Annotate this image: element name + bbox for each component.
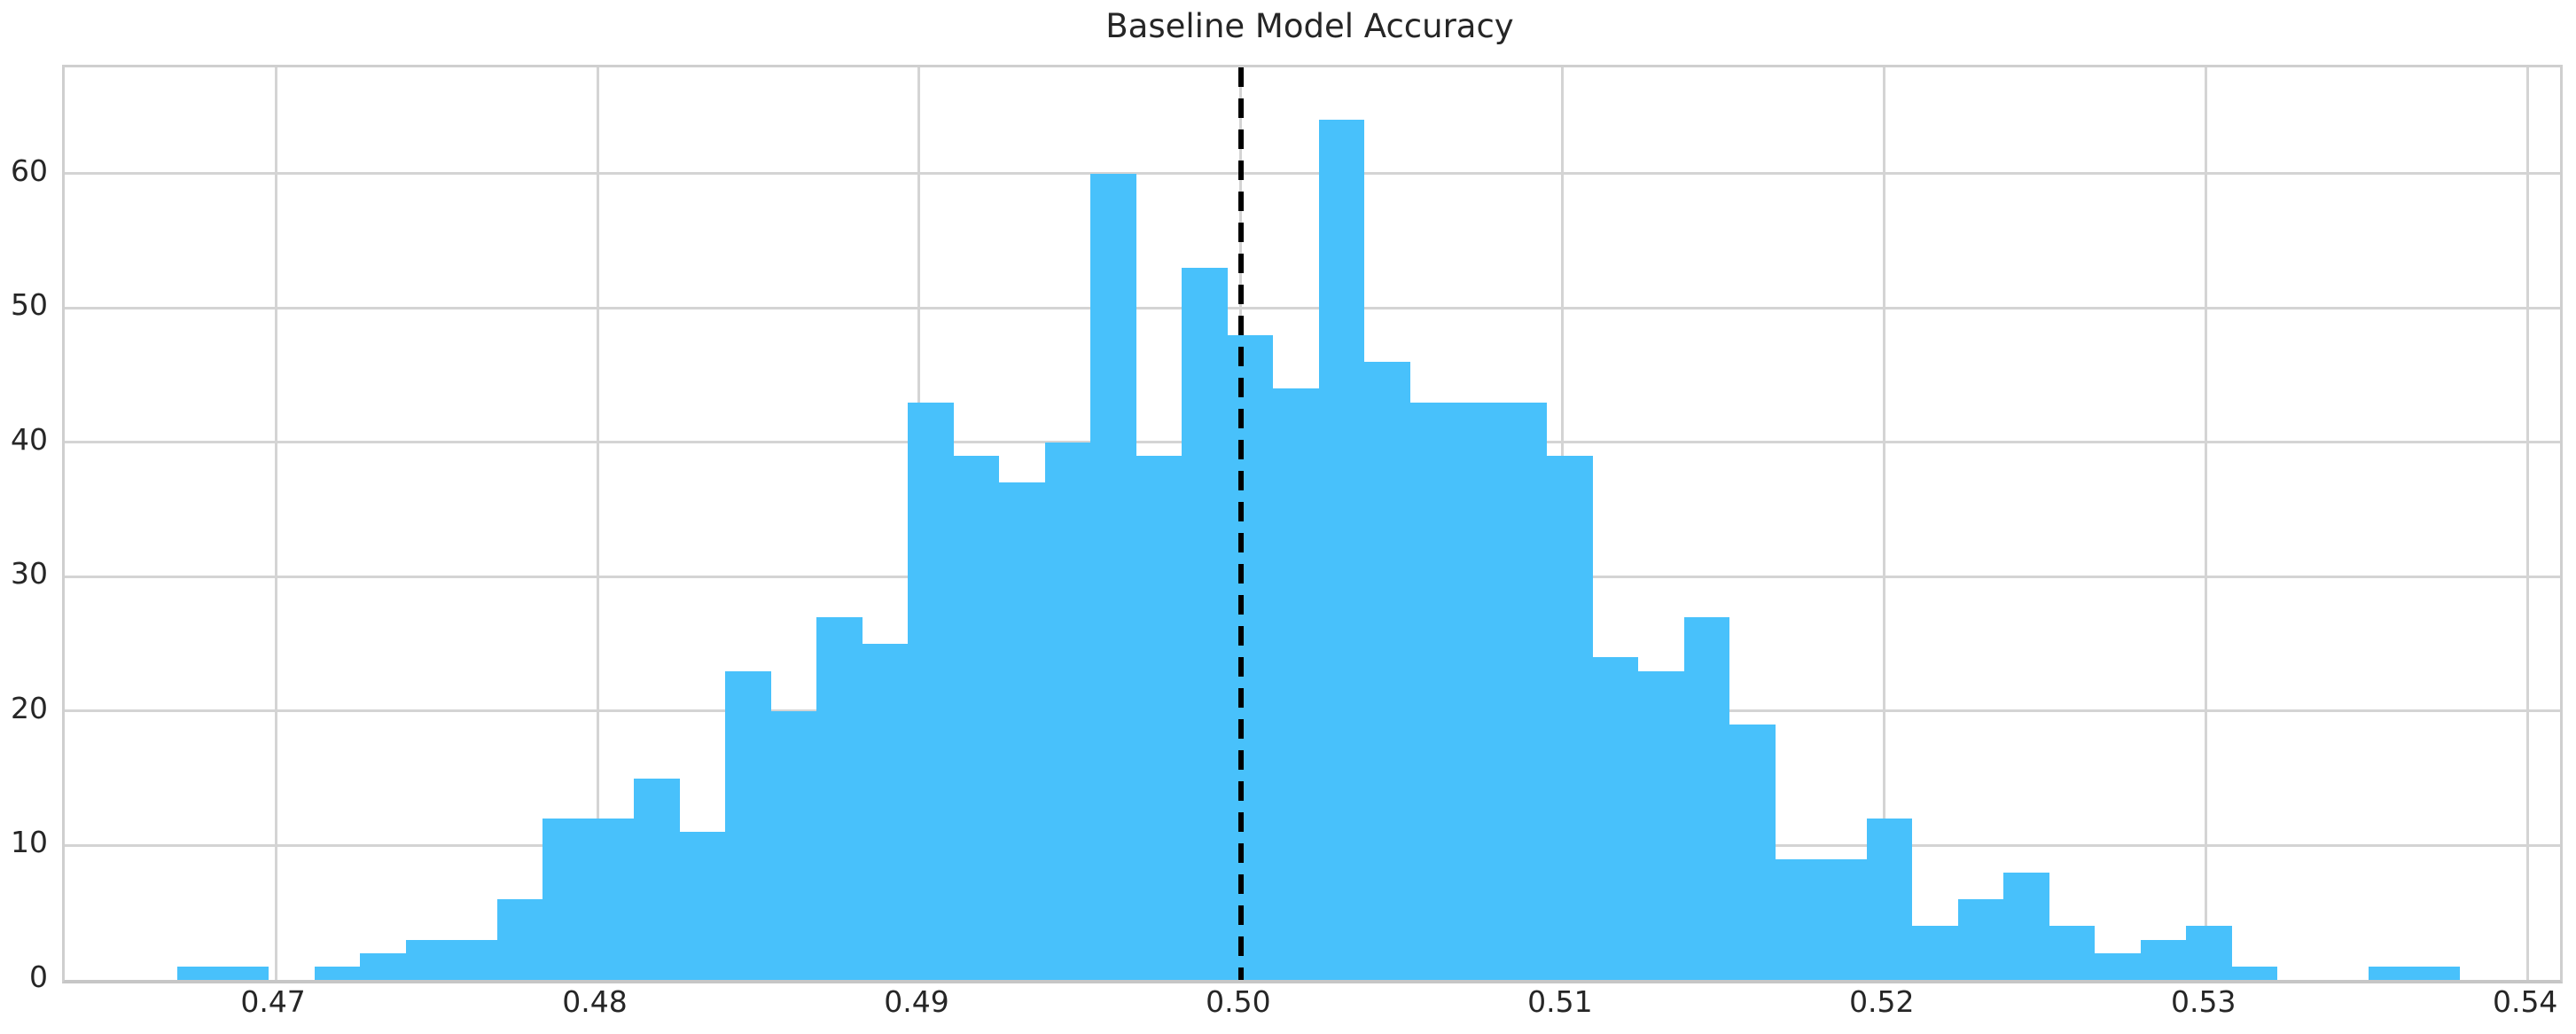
histogram-bar xyxy=(1957,899,2004,980)
y-tick-label: 0 xyxy=(29,960,48,994)
histogram-bar xyxy=(953,456,1000,980)
x-tick-label: 0.54 xyxy=(2492,984,2558,1019)
histogram-bar xyxy=(634,778,680,980)
histogram-bar xyxy=(1912,926,1958,980)
histogram-bar xyxy=(451,939,497,980)
histogram-bar xyxy=(360,952,406,980)
histogram-bar xyxy=(1456,402,1502,980)
histogram-bar xyxy=(1136,456,1183,980)
histogram-bar xyxy=(816,616,863,980)
histogram-bar xyxy=(999,482,1045,980)
x-gridline xyxy=(596,67,599,980)
histogram-bar xyxy=(770,710,817,980)
histogram-bar xyxy=(2095,952,2141,980)
histogram-bar xyxy=(1044,442,1091,980)
x-tick-label: 0.52 xyxy=(1849,984,1915,1019)
y-tick-label: 20 xyxy=(11,690,48,725)
histogram-bar xyxy=(2003,872,2049,980)
y-tick-label: 50 xyxy=(11,287,48,323)
plot-area xyxy=(62,65,2563,983)
baseline-vline xyxy=(1237,67,1244,980)
x-tick-label: 0.51 xyxy=(1527,984,1593,1019)
histogram-bar xyxy=(679,832,726,980)
histogram-bar xyxy=(1273,388,1319,980)
x-tick-label: 0.49 xyxy=(884,984,949,1019)
histogram-bar xyxy=(2186,926,2232,980)
y-tick-label: 40 xyxy=(11,421,48,457)
histogram-bar xyxy=(1090,173,1136,980)
y-gridline xyxy=(65,306,2560,309)
x-gridline xyxy=(1883,67,1886,980)
y-gridline xyxy=(65,172,2560,176)
x-tick-label: 0.48 xyxy=(562,984,628,1019)
histogram-bar xyxy=(1821,858,1867,980)
y-tick-label: 60 xyxy=(11,153,48,188)
x-gridline xyxy=(2205,67,2208,980)
histogram-bar xyxy=(222,966,269,980)
histogram-bar xyxy=(1866,819,1913,980)
histogram-bar xyxy=(588,819,635,980)
histogram-bar xyxy=(314,966,361,980)
histogram-bar xyxy=(1729,725,1776,980)
x-gridline xyxy=(2526,67,2530,980)
histogram-bar xyxy=(1318,120,1365,980)
histogram-bar xyxy=(1501,402,1548,980)
x-gridline xyxy=(274,67,277,980)
histogram-bar xyxy=(1775,858,1822,980)
histogram-bar xyxy=(496,899,543,980)
x-tick-label: 0.47 xyxy=(240,984,306,1019)
histogram-bar xyxy=(2140,939,2187,980)
histogram-bar xyxy=(1547,456,1593,980)
histogram-bar xyxy=(2231,966,2278,980)
histogram-bar xyxy=(1227,334,1274,980)
histogram-bar xyxy=(1592,657,1639,980)
histogram-bar xyxy=(543,819,589,980)
histogram-bar xyxy=(1182,268,1228,980)
histogram-bar xyxy=(1638,670,1684,980)
histogram-bar xyxy=(1409,402,1456,980)
y-tick-label: 10 xyxy=(11,825,48,860)
histogram-bar xyxy=(405,939,452,980)
histogram-bar xyxy=(2414,966,2461,980)
histogram-bar xyxy=(2369,966,2415,980)
x-tick-label: 0.53 xyxy=(2171,984,2236,1019)
chart-title: Baseline Model Accuracy xyxy=(1105,7,1514,45)
histogram-bar xyxy=(908,402,954,980)
histogram-bar xyxy=(1683,616,1730,980)
y-tick-label: 30 xyxy=(11,556,48,591)
histogram-bar xyxy=(2049,926,2096,980)
histogram-bar xyxy=(862,644,909,980)
x-tick-label: 0.50 xyxy=(1206,984,1271,1019)
histogram-bar xyxy=(1364,362,1410,980)
histogram-bar xyxy=(177,966,223,980)
histogram-bar xyxy=(725,670,771,980)
